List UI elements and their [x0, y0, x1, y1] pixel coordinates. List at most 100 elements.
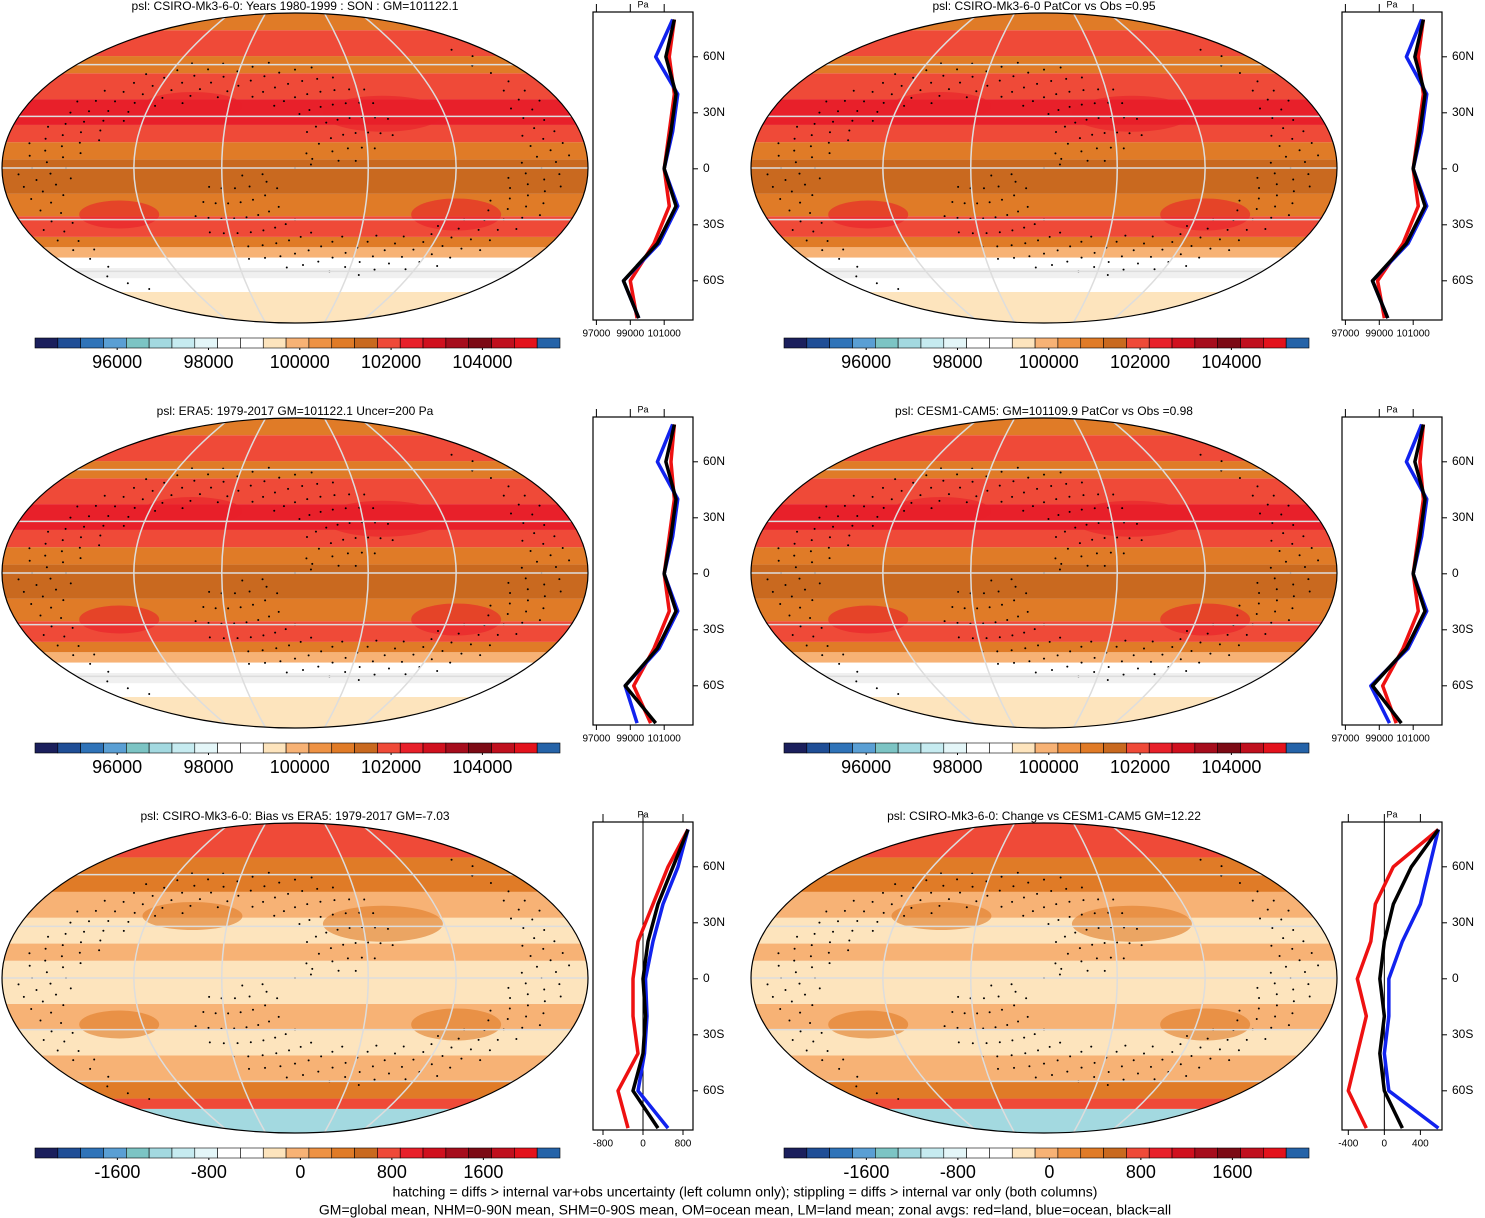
stipple: [820, 1031, 823, 1034]
stipple: [994, 1026, 997, 1029]
stipple: [477, 633, 480, 636]
stipple: [294, 501, 296, 504]
stipple: [306, 93, 309, 96]
stipple: [307, 654, 310, 657]
stipple: [520, 566, 523, 569]
stipple: [278, 881, 281, 884]
stipple: [1093, 251, 1096, 254]
stipple: [852, 89, 855, 92]
colorbar-box: [171, 1147, 196, 1159]
map-band: [2, 1108, 588, 1133]
stipple: [1280, 513, 1283, 516]
map-band: [751, 1081, 1337, 1099]
stipple: [1000, 95, 1003, 98]
stipple: [302, 263, 305, 266]
map-blob: [891, 92, 992, 120]
stipple: [1122, 268, 1125, 271]
stipple: [479, 249, 482, 252]
colorbar-box: [80, 742, 104, 754]
stipple: [487, 614, 490, 617]
stipple: [951, 605, 954, 608]
stipple: [1273, 982, 1276, 985]
stipple: [1132, 249, 1135, 252]
stipple: [76, 505, 79, 508]
stipple: [60, 955, 63, 958]
stipple: [1091, 943, 1094, 946]
stipple: [207, 621, 210, 624]
x-tick-label: -800: [593, 1139, 613, 1150]
stipple: [331, 1050, 334, 1053]
colorbar-box: [897, 337, 922, 349]
graticule: [323, 418, 369, 728]
stipple: [538, 214, 541, 217]
stipple: [383, 249, 386, 252]
stipple: [49, 577, 52, 580]
colorbar-box: [1103, 1147, 1127, 1159]
stipple: [957, 1041, 960, 1044]
colorbar-box: [783, 742, 808, 754]
x-tick-label: 0: [640, 1139, 646, 1150]
stipple: [373, 673, 376, 676]
stipple: [1264, 1037, 1267, 1040]
stipple: [848, 939, 851, 942]
stipple: [1043, 906, 1045, 909]
stipple: [988, 606, 991, 609]
stipple: [1080, 256, 1083, 259]
colorbar-box: [354, 742, 378, 754]
stipple: [265, 990, 268, 993]
map-band: [2, 247, 588, 258]
stipple: [502, 494, 505, 497]
stipple: [41, 1000, 44, 1003]
stipple: [77, 644, 80, 647]
stipple: [47, 530, 50, 533]
zonal-line: [1346, 828, 1440, 1129]
stipple: [94, 99, 97, 102]
stipple: [1054, 941, 1057, 944]
stipple: [344, 671, 347, 674]
stipple: [998, 484, 1001, 487]
map-band: [751, 292, 1337, 323]
stipple: [333, 89, 336, 92]
stipple: [50, 606, 53, 609]
stipple: [386, 522, 389, 525]
stipple: [799, 201, 802, 204]
colorbar-box: [806, 1147, 830, 1159]
stipple: [319, 510, 322, 513]
stipple: [450, 453, 453, 456]
stipple: [1128, 537, 1131, 540]
stipple: [794, 971, 797, 974]
stipple: [975, 90, 978, 93]
stipple: [897, 288, 900, 291]
panel-title: psl: CESM1-CAM5: GM=101109.9 PatCor vs O…: [895, 404, 1193, 418]
stipple: [1287, 504, 1290, 507]
colorbar-label: 1600: [1212, 1162, 1252, 1182]
stipple: [469, 1048, 472, 1051]
stipple: [268, 615, 271, 618]
stipple: [367, 536, 370, 539]
stipple: [1151, 1045, 1154, 1048]
stipple: [1074, 121, 1077, 124]
stipple: [114, 910, 117, 913]
stipple: [181, 891, 184, 894]
stipple: [83, 930, 86, 933]
stipple: [828, 557, 831, 560]
colorbar-box: [217, 1147, 241, 1159]
stipple: [331, 555, 334, 558]
colorbar-box: [806, 337, 830, 349]
y-tick-label: 30N: [1452, 510, 1474, 524]
colorbar-box: [943, 742, 967, 754]
zonal-line: [631, 828, 690, 1130]
stipple: [529, 955, 532, 958]
colorbar-box: [514, 1147, 538, 1159]
stipple: [1198, 256, 1201, 259]
stipple: [1179, 1043, 1182, 1046]
stipple: [251, 198, 254, 201]
stipple: [788, 614, 791, 617]
stipple: [1122, 957, 1125, 960]
zonal-line: [1370, 424, 1427, 725]
stipple: [496, 1038, 499, 1041]
stipple: [1256, 581, 1259, 584]
stipple: [1128, 132, 1131, 135]
colorbar-box: [1148, 1147, 1173, 1159]
colorbar-box: [331, 1147, 355, 1159]
